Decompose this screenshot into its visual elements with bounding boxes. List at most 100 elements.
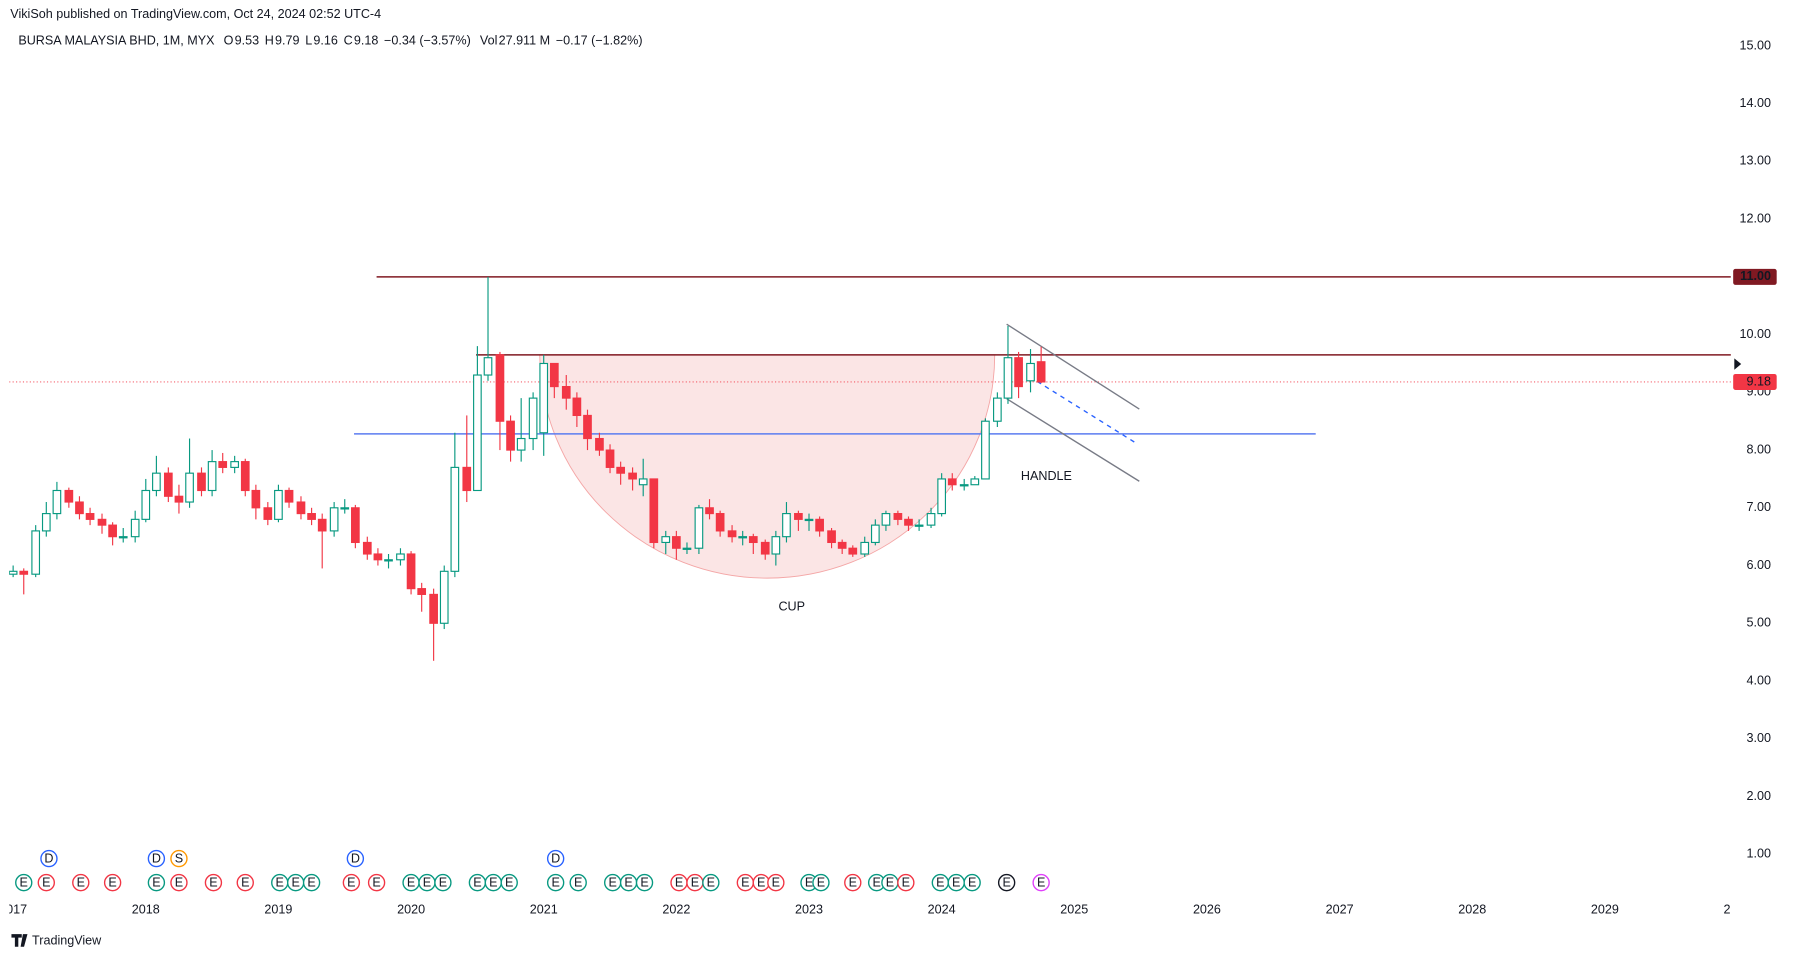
event-label: E — [551, 876, 559, 890]
candle-body — [804, 518, 814, 522]
candle-body — [837, 541, 847, 549]
candle-body — [19, 570, 29, 575]
candle-body — [384, 559, 393, 562]
brand: TradingView — [11, 933, 102, 947]
candle-body — [827, 530, 836, 544]
x-tick-label: 2024 — [928, 902, 956, 916]
event-icon — [1032, 873, 1050, 892]
candle-body — [1036, 361, 1046, 383]
event-label: E — [473, 876, 481, 890]
event-icon — [103, 873, 122, 892]
event-label: E — [439, 876, 447, 890]
time-axis: 2017 2018 2019 2020 2021 2022 2023 2024 2025 2026… — [9, 898, 1731, 916]
event-icon — [635, 873, 654, 892]
event-label: E — [209, 876, 217, 890]
legend-text: H — [265, 34, 274, 48]
event-icon — [546, 873, 565, 892]
legend-text: Vol — [480, 34, 498, 48]
candle-body — [561, 385, 571, 399]
candle-body — [284, 489, 294, 503]
candle-body — [649, 478, 659, 544]
event-label: E — [276, 876, 284, 890]
event-icon — [546, 849, 565, 868]
candle-body — [1003, 357, 1013, 399]
legend-text: 9.16 — [313, 34, 337, 48]
candle-body — [682, 547, 692, 550]
event-icon — [147, 873, 166, 892]
candle-body — [163, 472, 173, 497]
event-label: D — [44, 851, 53, 865]
candle-body — [373, 553, 383, 561]
candle-body — [9, 570, 18, 575]
event-label: E — [872, 876, 880, 890]
candle-body — [794, 513, 803, 520]
candle-body — [638, 478, 648, 486]
event-icon — [72, 873, 90, 892]
candle-body — [130, 518, 140, 538]
candle-body — [483, 357, 493, 376]
event-label: E — [640, 876, 648, 890]
candle-body — [893, 513, 903, 520]
y-tick-label: 5.00 — [1746, 616, 1770, 630]
candle-body — [396, 553, 405, 561]
event-label: E — [757, 876, 765, 890]
candle-body — [506, 420, 515, 451]
candle-body — [307, 513, 316, 520]
event-label: E — [77, 876, 85, 890]
event-label: E — [407, 876, 415, 890]
event-icon — [346, 849, 365, 868]
candle-body — [185, 472, 194, 503]
candle-body — [75, 501, 84, 515]
candle-body — [1014, 357, 1023, 388]
last-price-label: 9.18 — [1746, 374, 1770, 388]
event-label: E — [152, 876, 160, 890]
event-label: E — [849, 876, 857, 890]
y-tick-label: 6.00 — [1746, 558, 1770, 572]
event-label: E — [372, 876, 380, 890]
candle-body — [782, 513, 791, 538]
candle-body — [152, 472, 161, 492]
candle-body — [439, 570, 449, 624]
legend-text: L — [305, 34, 312, 48]
event-icon — [500, 873, 518, 892]
candle-body — [672, 536, 681, 549]
candle-body — [274, 489, 283, 520]
event-label: E — [952, 876, 960, 890]
event-label: E — [42, 876, 50, 890]
candle-body — [914, 524, 924, 527]
candle-body — [595, 437, 604, 451]
candle-body — [406, 553, 416, 590]
candle-body — [748, 536, 758, 544]
event-icon — [997, 873, 1016, 892]
event-label: E — [772, 876, 780, 890]
candle-body — [628, 472, 637, 480]
event-icon — [342, 873, 361, 892]
candle-body — [108, 524, 117, 538]
event-label: E — [608, 876, 616, 890]
event-icon — [302, 873, 321, 892]
candle-body — [760, 541, 770, 555]
y-tick-label: 7.00 — [1746, 500, 1770, 514]
y-tick-label: 8.00 — [1746, 442, 1770, 456]
y-tick-label: 1.00 — [1746, 847, 1770, 861]
candle-body — [926, 513, 936, 526]
x-tick-label: 2029 — [1591, 902, 1619, 916]
event-icon — [812, 873, 830, 892]
level-tag — [1733, 268, 1777, 285]
candle-body — [815, 518, 824, 532]
handle-line — [1006, 398, 1140, 482]
event-icon — [897, 873, 915, 892]
candle-body — [605, 449, 615, 468]
event-icon — [40, 849, 58, 868]
event-label: E — [936, 876, 944, 890]
legend-text: BURSA MALAYSIA BHD, 1M, MYX — [18, 34, 215, 48]
event-icon — [434, 873, 452, 892]
event-label: E — [347, 876, 355, 890]
candle-body — [207, 461, 217, 492]
candle-body — [516, 437, 526, 451]
event-icon — [236, 873, 254, 892]
candle-body — [31, 530, 41, 575]
event-label: E — [675, 876, 683, 890]
candle-body — [450, 466, 460, 572]
